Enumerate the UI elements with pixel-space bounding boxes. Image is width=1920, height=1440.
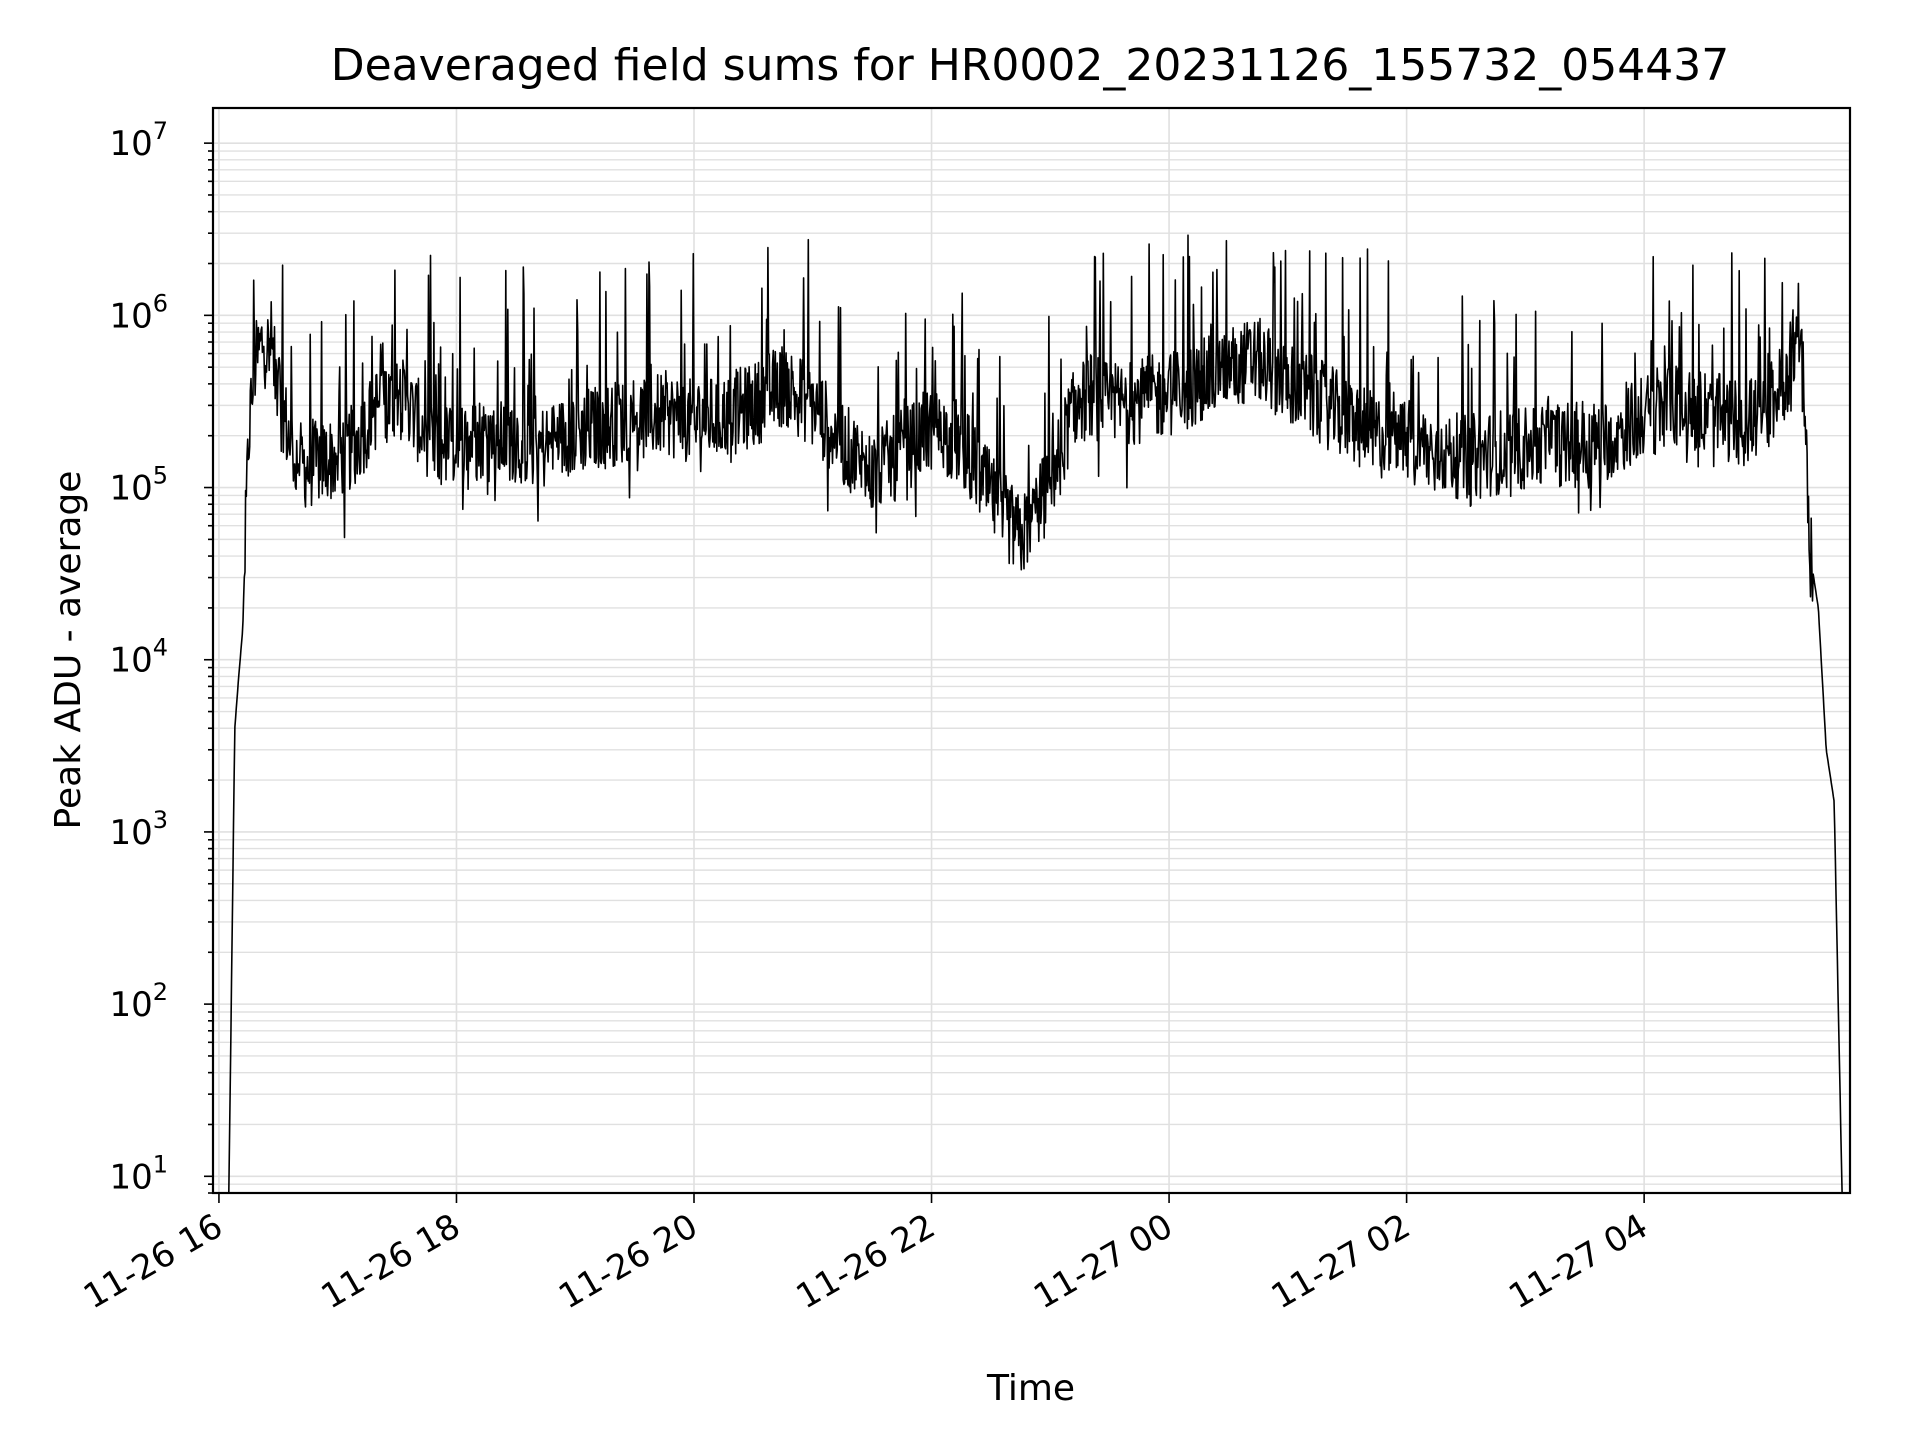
grid-lines	[213, 108, 1850, 1194]
series-line	[228, 234, 1843, 1193]
y-tick-label: 103	[109, 806, 168, 853]
y-tick-label: 105	[109, 462, 168, 509]
plot-frame	[211, 106, 1852, 1195]
y-tick-label: 104	[109, 634, 168, 681]
y-tick-label: 102	[109, 978, 168, 1025]
y-tick-label: 106	[109, 289, 168, 336]
y-tick-label: 107	[109, 117, 168, 164]
y-axis-label: Peak ADU - average	[48, 471, 89, 830]
y-tick-label: 101	[109, 1150, 168, 1197]
chart-title: Deaveraged field sums for HR0002_2023112…	[331, 40, 1730, 91]
x-axis-label: Time	[986, 1368, 1075, 1409]
